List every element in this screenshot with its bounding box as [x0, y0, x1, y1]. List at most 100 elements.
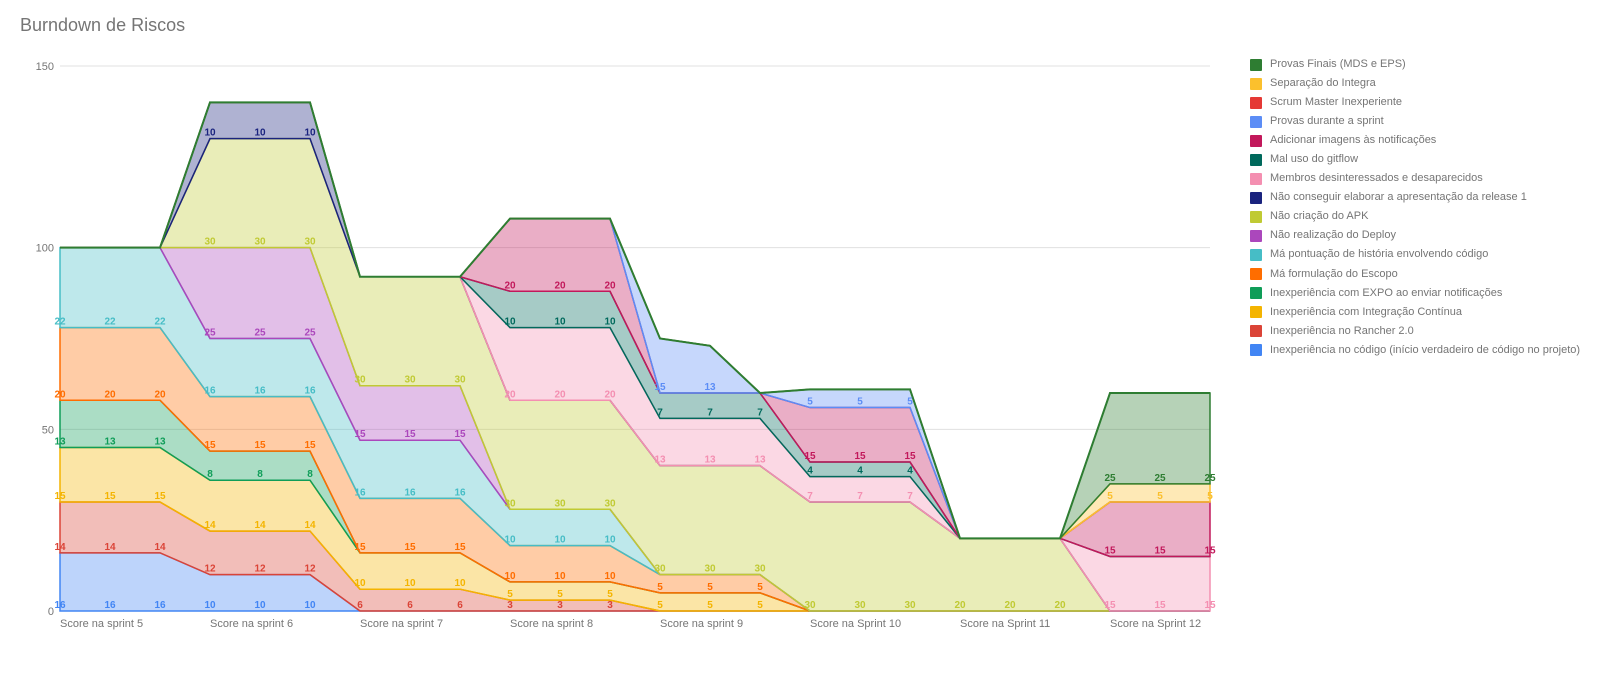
- label-inexp_ic: 14: [204, 520, 216, 531]
- label-ma_pontuacao: 16: [204, 386, 216, 397]
- legend-item-scrum_master[interactable]: Scrum Master Inexperiente: [1250, 94, 1580, 111]
- label-inexp_rancher: 6: [407, 600, 413, 611]
- svg-text:Score na Sprint 11: Score na Sprint 11: [960, 618, 1050, 630]
- label-inexp_rancher: 14: [104, 542, 116, 553]
- legend-item-ma_escopo[interactable]: Má formulação do Escopo: [1250, 266, 1580, 283]
- label-membros: 7: [907, 491, 913, 502]
- label-membros: 7: [807, 491, 813, 502]
- legend-item-gitflow[interactable]: Mal uso do gitflow: [1250, 151, 1580, 168]
- label-inexp_expo: 13: [104, 437, 116, 448]
- label-provas_finais: 25: [1154, 473, 1166, 484]
- legend-item-inexp_rancher[interactable]: Inexperiência no Rancher 2.0: [1250, 323, 1580, 340]
- label-inexp_ic: 10: [354, 578, 366, 589]
- svg-text:Score na sprint 7: Score na sprint 7: [360, 618, 443, 630]
- label-ma_escopo: 15: [454, 542, 466, 553]
- label-ma_escopo: 20: [104, 389, 116, 400]
- label-separacao_integra: 5: [1157, 491, 1163, 502]
- label-ma_escopo: 10: [504, 571, 516, 582]
- label-inexp_ic: 14: [254, 520, 266, 531]
- label-nao_apk: 20: [954, 600, 966, 611]
- svg-text:100: 100: [36, 243, 54, 255]
- label-gitflow: 7: [707, 407, 713, 418]
- label-nao_apk: 30: [754, 564, 766, 575]
- svg-text:150: 150: [36, 61, 54, 73]
- label-membros: 15: [1204, 600, 1216, 611]
- label-gitflow: 10: [504, 317, 516, 328]
- legend-label: Adicionar imagens às notificações: [1270, 132, 1436, 149]
- legend-swatch: [1250, 306, 1262, 318]
- plot-area: 050100150Score na sprint 5Score na sprin…: [20, 56, 1220, 636]
- label-inexp_rancher: 14: [54, 542, 66, 553]
- label-inexp_expo: 8: [307, 469, 313, 480]
- legend-item-separacao_integra[interactable]: Separação do Integra: [1250, 75, 1580, 92]
- label-inexp_expo: 8: [207, 469, 213, 480]
- legend-swatch: [1250, 78, 1262, 90]
- label-inexp_codigo: 10: [254, 600, 266, 611]
- label-inexp_codigo: 16: [104, 600, 116, 611]
- label-gitflow: 4: [907, 466, 913, 477]
- label-provas_finais: 25: [1104, 473, 1116, 484]
- label-inexp_expo: 13: [154, 437, 166, 448]
- legend-label: Provas durante a sprint: [1270, 113, 1384, 130]
- label-membros: 13: [754, 455, 766, 466]
- legend-item-inexp_codigo[interactable]: Inexperiência no código (início verdadei…: [1250, 342, 1580, 359]
- legend-item-nao_release1[interactable]: Não conseguir elaborar a apresentação da…: [1250, 189, 1580, 206]
- label-inexp_codigo: 16: [54, 600, 66, 611]
- label-imagens_notif: 15: [854, 451, 866, 462]
- label-nao_apk: 30: [504, 498, 516, 509]
- label-inexp_rancher: 6: [357, 600, 363, 611]
- label-imagens_notif: 15: [1204, 546, 1216, 557]
- legend-item-nao_deploy[interactable]: Não realização do Deploy: [1250, 227, 1580, 244]
- legend-label: Não realização do Deploy: [1270, 227, 1396, 244]
- label-nao_deploy: 15: [404, 429, 416, 440]
- label-ma_escopo: 20: [154, 389, 166, 400]
- label-ma_pontuacao: 22: [54, 317, 66, 328]
- label-inexp_codigo: 10: [204, 600, 216, 611]
- legend-label: Provas Finais (MDS e EPS): [1270, 56, 1406, 73]
- legend-item-inexp_ic[interactable]: Inexperiência com Integração Contínua: [1250, 304, 1580, 321]
- label-imagens_notif: 15: [804, 451, 816, 462]
- label-nao_apk: 30: [304, 237, 316, 248]
- label-inexp_rancher: 3: [607, 600, 613, 611]
- svg-text:Score na Sprint 10: Score na Sprint 10: [810, 618, 901, 630]
- legend-label: Má formulação do Escopo: [1270, 266, 1398, 283]
- svg-text:Score na sprint 8: Score na sprint 8: [510, 618, 593, 630]
- chart-row: 050100150Score na sprint 5Score na sprin…: [20, 56, 1577, 636]
- legend-label: Membros desinteressados e desaparecidos: [1270, 170, 1483, 187]
- label-ma_escopo: 15: [304, 440, 316, 451]
- label-nao_apk: 30: [554, 498, 566, 509]
- legend-label: Scrum Master Inexperiente: [1270, 94, 1402, 111]
- label-ma_pontuacao: 16: [354, 487, 366, 498]
- legend-item-provas_sprint[interactable]: Provas durante a sprint: [1250, 113, 1580, 130]
- chart-legend: Provas Finais (MDS e EPS) Separação do In…: [1250, 56, 1580, 361]
- label-provas_sprint: 5: [907, 397, 913, 408]
- label-inexp_ic: 15: [104, 491, 116, 502]
- label-ma_escopo: 20: [54, 389, 66, 400]
- legend-item-provas_finais[interactable]: Provas Finais (MDS e EPS): [1250, 56, 1580, 73]
- legend-item-ma_pontuacao[interactable]: Má pontuação de história envolvendo códi…: [1250, 246, 1580, 263]
- label-inexp_ic: 10: [404, 578, 416, 589]
- legend-item-inexp_expo[interactable]: Inexperiência com EXPO ao enviar notific…: [1250, 285, 1580, 302]
- label-inexp_ic: 5: [707, 600, 713, 611]
- label-ma_escopo: 15: [254, 440, 266, 451]
- legend-swatch: [1250, 97, 1262, 109]
- legend-item-membros[interactable]: Membros desinteressados e desaparecidos: [1250, 170, 1580, 187]
- label-inexp_ic: 5: [557, 589, 563, 600]
- label-ma_escopo: 15: [404, 542, 416, 553]
- label-inexp_expo: 8: [257, 469, 263, 480]
- legend-item-nao_apk[interactable]: Não criação do APK: [1250, 208, 1580, 225]
- label-imagens_notif: 20: [604, 280, 616, 291]
- label-provas_sprint: 15: [654, 382, 666, 393]
- svg-text:Score na Sprint 12: Score na Sprint 12: [1110, 618, 1201, 630]
- label-membros: 13: [704, 455, 716, 466]
- label-ma_pontuacao: 16: [404, 487, 416, 498]
- chart-svg: 050100150Score na sprint 5Score na sprin…: [20, 56, 1220, 636]
- label-provas_finais: 25: [1204, 473, 1216, 484]
- label-membros: 13: [654, 455, 666, 466]
- label-ma_pontuacao: 10: [604, 535, 616, 546]
- legend-item-imagens_notif[interactable]: Adicionar imagens às notificações: [1250, 132, 1580, 149]
- label-inexp_ic: 14: [304, 520, 316, 531]
- label-ma_pontuacao: 16: [304, 386, 316, 397]
- label-inexp_ic: 15: [154, 491, 166, 502]
- legend-swatch: [1250, 325, 1262, 337]
